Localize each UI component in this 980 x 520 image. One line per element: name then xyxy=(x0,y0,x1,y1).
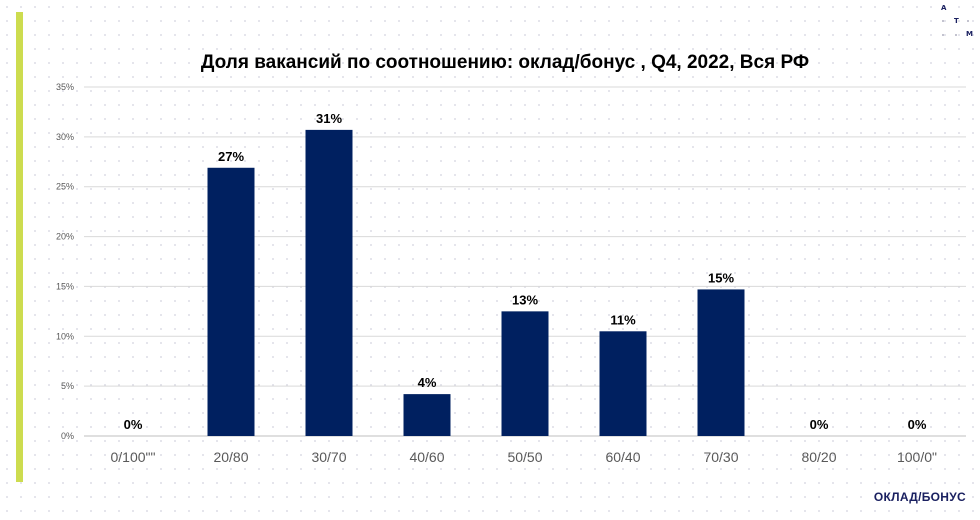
data-label: 27% xyxy=(218,149,244,164)
x-tick-label: 60/40 xyxy=(605,449,640,465)
chart-title: Доля вакансий по соотношению: оклад/бону… xyxy=(200,52,810,73)
x-tick-label: 0/100"" xyxy=(111,449,156,465)
y-tick-label: 35% xyxy=(56,82,74,92)
data-label: 0% xyxy=(124,417,143,432)
logo-dot xyxy=(942,20,944,22)
x-tick-label: 30/70 xyxy=(311,449,346,465)
y-tick-label: 15% xyxy=(56,281,74,291)
accent-bar xyxy=(16,12,23,482)
x-tick-label: 40/60 xyxy=(409,449,444,465)
y-tick-label: 20% xyxy=(56,232,74,242)
data-label: 4% xyxy=(418,375,437,390)
data-label: 11% xyxy=(610,312,636,327)
bar xyxy=(501,311,549,436)
x-axis-title: ОКЛАД/БОНУС xyxy=(873,490,966,504)
data-label: 0% xyxy=(810,417,829,432)
logo-letter-t: Т xyxy=(954,17,959,25)
data-label: 13% xyxy=(512,292,538,307)
y-tick-label: 5% xyxy=(61,381,74,391)
data-label: 31% xyxy=(316,111,342,126)
data-label: 15% xyxy=(708,270,734,285)
logo-dot xyxy=(942,34,944,36)
logo-dot xyxy=(955,34,957,36)
data-label: 0% xyxy=(908,417,927,432)
logo: А Т М xyxy=(936,4,976,40)
bar xyxy=(207,167,255,437)
bar xyxy=(305,129,353,436)
bar xyxy=(403,394,451,436)
x-tick-label: 70/30 xyxy=(703,449,738,465)
x-tick-label: 50/50 xyxy=(507,449,542,465)
bar xyxy=(697,289,745,436)
logo-letter-m: М xyxy=(966,30,973,38)
y-tick-label: 10% xyxy=(56,331,74,341)
y-tick-label: 30% xyxy=(56,132,74,142)
x-tick-label: 20/80 xyxy=(213,449,248,465)
y-tick-label: 25% xyxy=(56,182,74,192)
bar xyxy=(599,331,647,436)
logo-letter-a: А xyxy=(941,4,947,12)
x-tick-label: 80/20 xyxy=(801,449,836,465)
x-tick-label: 100/0" xyxy=(897,449,937,465)
logo-dot xyxy=(967,20,969,22)
y-tick-label: 0% xyxy=(61,431,74,441)
